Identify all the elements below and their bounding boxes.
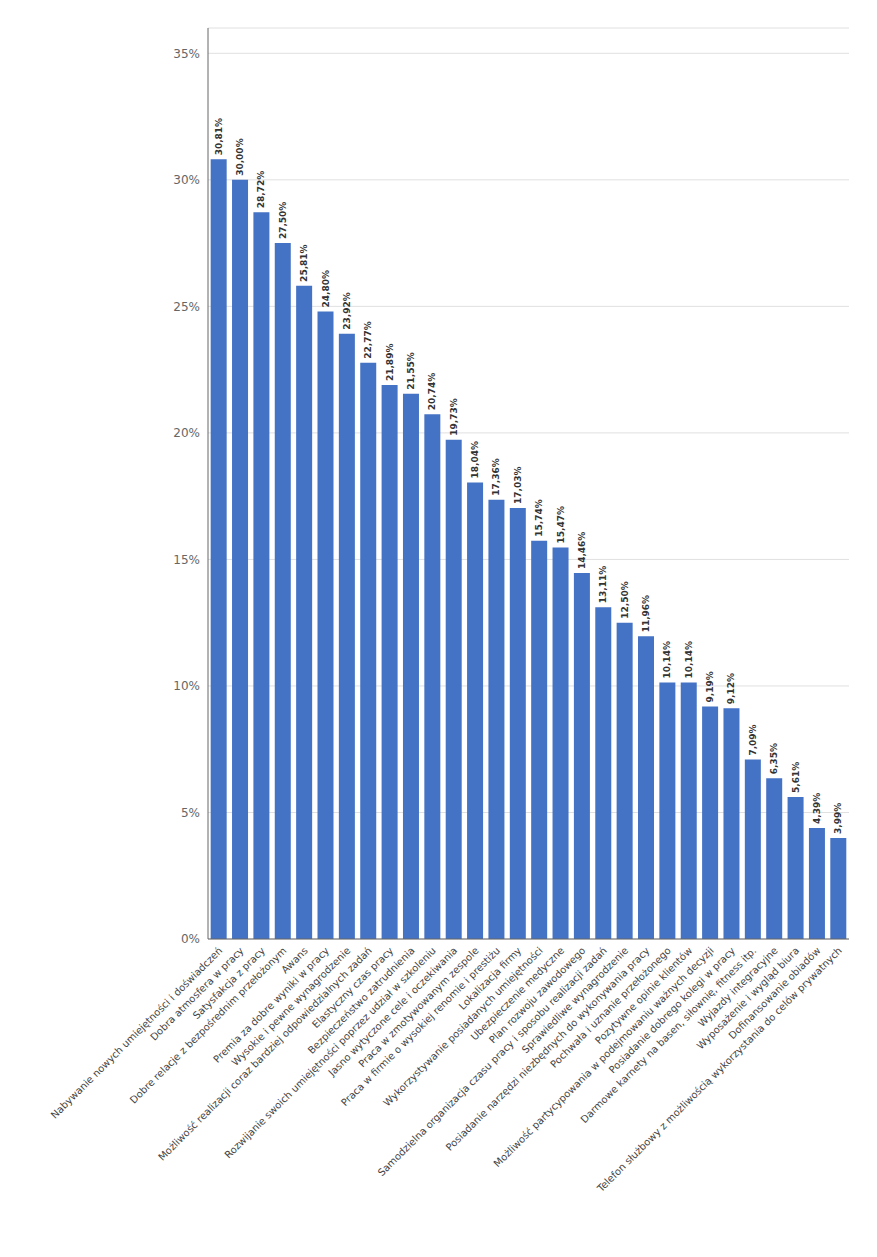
svg-text:Satysfakcja z pracy: Satysfakcja z pracy	[190, 944, 268, 1022]
svg-text:15,74%: 15,74%	[534, 499, 544, 537]
svg-text:28,72%: 28,72%	[256, 171, 266, 209]
svg-text:20%: 20%	[173, 426, 200, 440]
svg-text:35%: 35%	[173, 47, 200, 61]
svg-text:27,50%: 27,50%	[278, 202, 288, 240]
svg-text:Możliwość partycypowania w pod: Możliwość partycypowania w podejmowaniu …	[491, 945, 715, 1169]
svg-text:Darmowe karnety na basen, siło: Darmowe karnety na basen, siłownię, fitn…	[578, 944, 759, 1125]
svg-text:Ubezpieczenie medyczne: Ubezpieczenie medyczne	[468, 944, 567, 1043]
svg-text:Telefon służbowy z możliwością: Telefon służbowy z możliwością wykorzyst…	[594, 945, 844, 1195]
svg-text:Posiadanie dobrego kolegi w pr: Posiadanie dobrego kolegi w pracy	[606, 944, 738, 1076]
svg-text:30%: 30%	[173, 173, 200, 187]
svg-text:10,14%: 10,14%	[662, 641, 672, 679]
svg-text:Pochwała i uznanie przełożoneg: Pochwała i uznanie przełożonego	[548, 944, 673, 1070]
svg-text:15%: 15%	[173, 553, 200, 567]
svg-text:4,39%: 4,39%	[812, 793, 822, 824]
svg-text:23,92%: 23,92%	[342, 292, 352, 330]
svg-text:Samodzielna organizacja czasu: Samodzielna organizacja czasu pracy i sp…	[376, 945, 609, 1178]
svg-text:25,81%: 25,81%	[299, 244, 309, 282]
svg-text:24,80%: 24,80%	[321, 270, 331, 308]
svg-text:5,61%: 5,61%	[791, 762, 801, 793]
svg-text:Bezpieczeństwo zatrudnienia: Bezpieczeństwo zatrudnienia	[305, 944, 417, 1056]
svg-text:Lokalizacja firmy: Lokalizacja firmy	[456, 944, 524, 1012]
svg-text:Plan rozwoju zawodowego: Plan rozwoju zawodowego	[487, 944, 588, 1046]
svg-text:Nabywanie nowych umiejętności: Nabywanie nowych umiejętności i doświadc…	[48, 944, 225, 1121]
svg-text:13,11%: 13,11%	[598, 566, 608, 604]
svg-text:0%: 0%	[181, 932, 200, 946]
svg-text:Wyposażenie i wygląd biura: Wyposażenie i wygląd biura	[694, 944, 802, 1052]
svg-text:30,81%: 30,81%	[214, 118, 224, 156]
svg-text:Pozytywne opinie klientów: Pozytywne opinie klientów	[593, 944, 695, 1047]
svg-text:3,99%: 3,99%	[833, 803, 843, 834]
svg-text:15,47%: 15,47%	[556, 506, 566, 544]
svg-text:Wysokie i pewne wynagrodzenie: Wysokie i pewne wynagrodzenie	[229, 944, 353, 1068]
svg-text:17,36%: 17,36%	[491, 458, 501, 496]
svg-text:7,09%: 7,09%	[748, 724, 758, 755]
svg-text:17,03%: 17,03%	[513, 467, 523, 505]
svg-text:9,12%: 9,12%	[726, 673, 736, 704]
svg-text:Elastyczny czas pracy: Elastyczny czas pracy	[309, 944, 396, 1031]
svg-text:20,74%: 20,74%	[427, 373, 437, 411]
svg-text:18,04%: 18,04%	[470, 441, 480, 479]
svg-text:Praca w zmotywowanym zespole: Praca w zmotywowanym zespole	[356, 944, 481, 1070]
svg-text:10%: 10%	[173, 679, 200, 693]
svg-text:19,73%: 19,73%	[449, 398, 459, 436]
svg-text:30,00%: 30,00%	[235, 138, 245, 176]
svg-text:6,35%: 6,35%	[769, 743, 779, 774]
svg-text:9,19%: 9,19%	[705, 671, 715, 702]
svg-text:Posiadanie narzędzi niezbędnyc: Posiadanie narzędzi niezbędnych do wykon…	[444, 945, 652, 1153]
svg-text:Dobre relacje z bezpośrednim p: Dobre relacje z bezpośrednim przełożonym	[127, 944, 289, 1106]
svg-text:Wykorzystywanie posiadanych um: Wykorzystywanie posiadanych umiejętności	[381, 944, 545, 1109]
svg-text:Dofinansowanie obiadów: Dofinansowanie obiadów	[726, 945, 822, 1041]
svg-text:Awans: Awans	[279, 944, 310, 976]
svg-text:14,46%: 14,46%	[577, 532, 587, 570]
svg-text:21,55%: 21,55%	[406, 352, 416, 390]
svg-text:12,50%: 12,50%	[620, 581, 630, 619]
svg-text:Wyjazdy integracyjne: Wyjazdy integracyjne	[695, 944, 780, 1029]
svg-text:Sprawiedliwe wynagrodzenie: Sprawiedliwe wynagrodzenie	[519, 944, 631, 1056]
svg-text:21,89%: 21,89%	[385, 344, 395, 382]
svg-text:5%: 5%	[181, 806, 200, 820]
svg-text:Możliwość realizacji coraz bar: Możliwość realizacji coraz bardziej odpo…	[156, 945, 374, 1163]
svg-text:10,14%: 10,14%	[684, 641, 694, 679]
svg-text:11,96%: 11,96%	[641, 595, 651, 633]
svg-text:25%: 25%	[173, 300, 200, 314]
svg-text:Praca w firmie o wysokiej reno: Praca w firmie o wysokiej renomie i pres…	[338, 944, 503, 1109]
svg-text:Rozwijanie swoich umiejętności: Rozwijanie swoich umiejętności poprzez u…	[222, 945, 438, 1161]
svg-text:Dobra atmosfera w pracy: Dobra atmosfera w pracy	[148, 944, 246, 1043]
svg-text:Jasno wytyczone cele i oczekiw: Jasno wytyczone cele i oczekiwania	[326, 944, 460, 1078]
svg-text:22,77%: 22,77%	[363, 321, 373, 359]
svg-text:Premia za dobre wyniki w pracy: Premia za dobre wyniki w pracy	[211, 944, 332, 1065]
